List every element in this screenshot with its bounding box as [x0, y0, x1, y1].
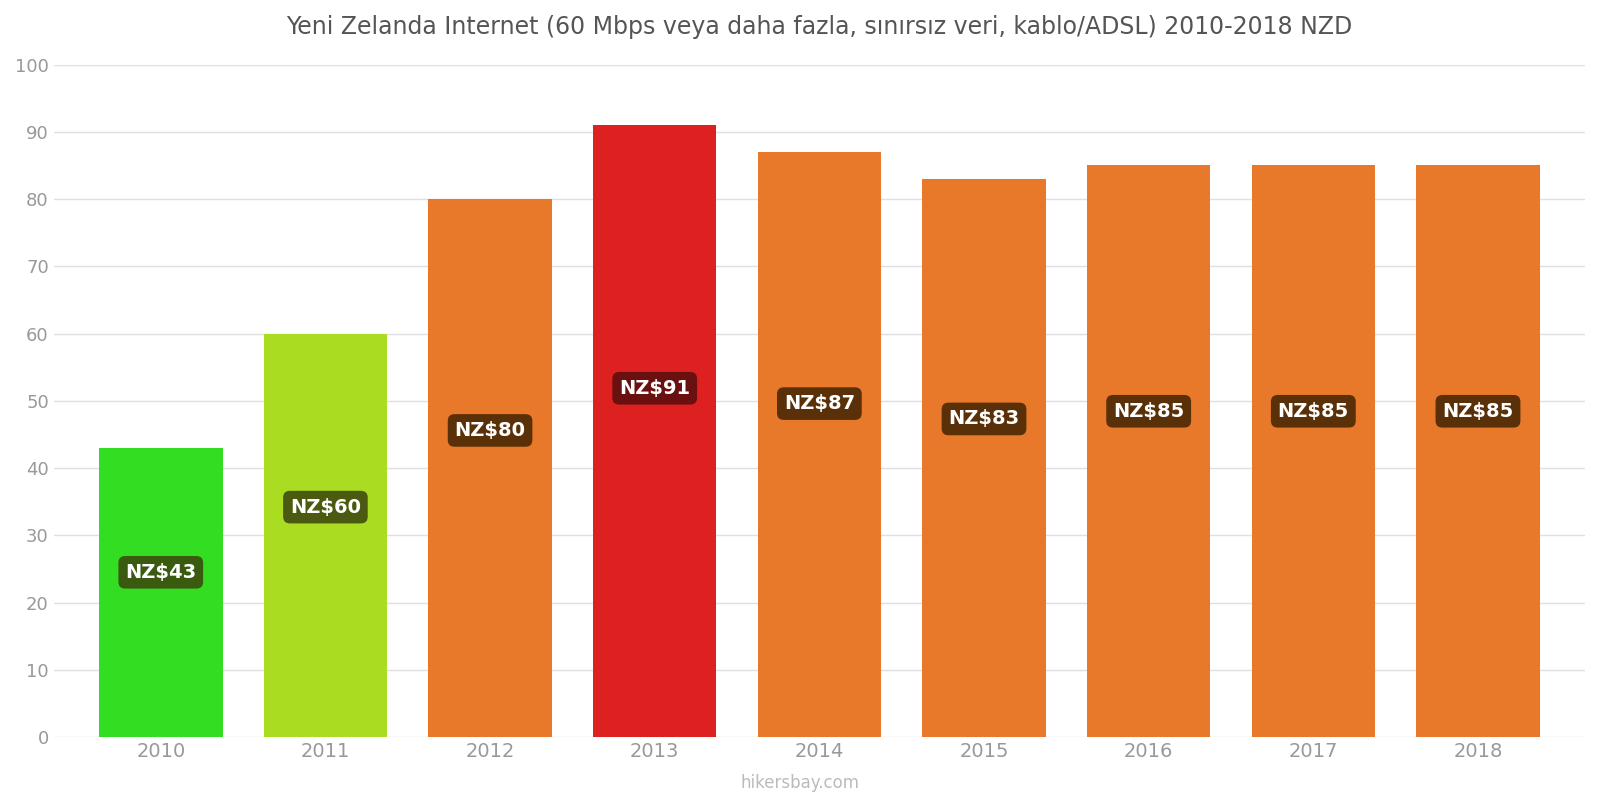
Text: NZ$85: NZ$85: [1278, 402, 1349, 421]
Bar: [99, 448, 222, 737]
Bar: [758, 152, 882, 737]
Text: NZ$91: NZ$91: [619, 378, 690, 398]
Bar: [1416, 166, 1539, 737]
Text: NZ$85: NZ$85: [1114, 402, 1184, 421]
Text: NZ$83: NZ$83: [949, 410, 1019, 429]
Text: NZ$80: NZ$80: [454, 421, 525, 440]
Bar: [264, 334, 387, 737]
Text: hikersbay.com: hikersbay.com: [741, 774, 859, 792]
Bar: [1251, 166, 1374, 737]
Bar: [429, 199, 552, 737]
Bar: [1086, 166, 1211, 737]
Text: NZ$60: NZ$60: [290, 498, 362, 517]
Bar: [922, 179, 1046, 737]
Bar: [594, 125, 717, 737]
Title: Yeni Zelanda Internet (60 Mbps veya daha fazla, sınırsız veri, kablo/ADSL) 2010-: Yeni Zelanda Internet (60 Mbps veya daha…: [286, 15, 1352, 39]
Text: NZ$85: NZ$85: [1442, 402, 1514, 421]
Text: NZ$87: NZ$87: [784, 394, 854, 413]
Text: NZ$43: NZ$43: [125, 562, 197, 582]
